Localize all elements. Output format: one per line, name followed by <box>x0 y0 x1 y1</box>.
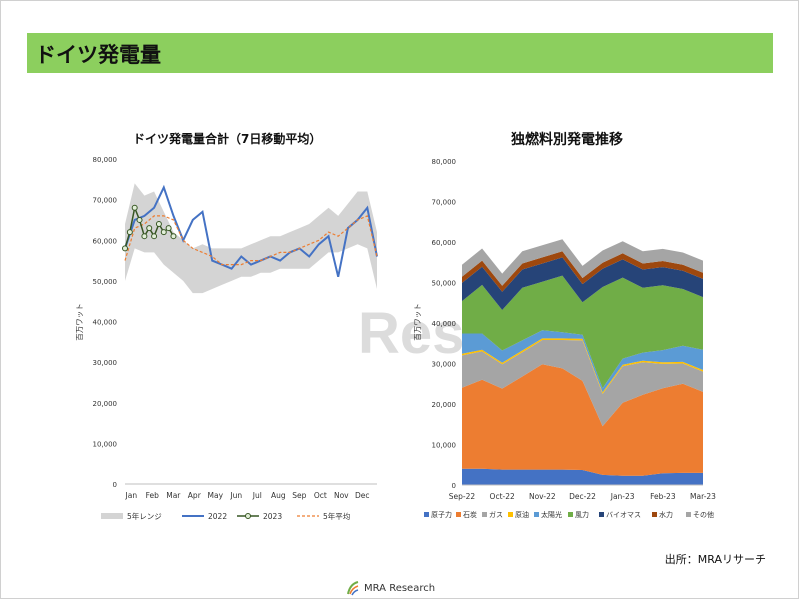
chart1-legend-marker <box>245 513 251 519</box>
chart1-ylabel: 百万ワット <box>75 303 84 341</box>
chart2-legend-label: その他 <box>693 510 714 519</box>
chart1-xtick-label: Apr <box>188 491 202 500</box>
title-bar: ドイツ発電量 <box>27 33 773 73</box>
logo: MRA Research <box>346 578 435 598</box>
chart2-legend-swatch <box>508 512 513 517</box>
chart2-ytick-label: 30,000 <box>432 361 457 369</box>
chart1-xtick-label: May <box>208 491 224 500</box>
chart2-legend-swatch <box>686 512 691 517</box>
chart2-legend-swatch <box>568 512 573 517</box>
chart2-ytick-label: 10,000 <box>432 442 457 450</box>
chart2-xtick-label: Feb-23 <box>650 492 676 501</box>
chart1-point-2023 <box>136 216 143 223</box>
chart1-xtick-label: Jun <box>229 491 242 500</box>
chart1-legend-label: 2022 <box>208 512 227 521</box>
chart1-xtick-label: Sep <box>292 491 306 500</box>
chart1-ytick-label: 80,000 <box>93 156 118 164</box>
chart1-title: ドイツ発電量合計（7日移動平均） <box>133 132 322 146</box>
chart2-ytick-label: 60,000 <box>432 239 457 247</box>
chart2-legend-swatch <box>599 512 604 517</box>
chart2-legend-label: 原子力 <box>431 510 452 519</box>
chart1-point-2023 <box>126 229 133 236</box>
chart1-xtick-label: Jul <box>252 491 262 500</box>
chart1-point-2023 <box>141 233 148 240</box>
chart1-xtick-label: Oct <box>314 491 327 500</box>
chart1-xtick-label: Nov <box>334 491 349 500</box>
chart1-point-2023 <box>146 225 153 232</box>
chart1-point-2023 <box>165 225 172 232</box>
chart1-xtick-label: Feb <box>146 491 160 500</box>
chart2-legend-swatch <box>482 512 487 517</box>
chart2-xtick-label: Nov-22 <box>529 492 556 501</box>
chart1-point-2023 <box>155 221 162 227</box>
chart1-series-avg5 <box>124 215 378 266</box>
chart1-range-band <box>125 183 377 294</box>
chart2-ytick-label: 20,000 <box>432 401 457 409</box>
chart2-xtick-label: Mar-23 <box>690 492 716 501</box>
chart2-legend-label: 石炭 <box>463 511 477 519</box>
chart2-area-原子力 <box>462 468 703 485</box>
chart1-xtick-label: Mar <box>166 491 181 500</box>
chart2-ytick-label: 40,000 <box>432 320 457 328</box>
chart2-ytick-label: 50,000 <box>432 280 457 288</box>
chart2-ytick-label: 80,000 <box>432 158 457 166</box>
source-note: 出所：MRAリサーチ <box>664 553 766 566</box>
chart2-legend-swatch <box>456 512 461 517</box>
chart1-series-2022 <box>124 184 378 278</box>
chart2-area-石炭 <box>462 364 703 476</box>
chart1-point-2023 <box>160 229 167 236</box>
chart2-legend-label: 太陽光 <box>541 510 562 519</box>
chart1-ytick-label: 40,000 <box>93 319 118 327</box>
chart2-xtick-label: Jan-23 <box>610 492 635 501</box>
chart1-point-2023 <box>122 245 128 252</box>
chart2-area-水力 <box>462 251 703 292</box>
chart2-legend-label: ガス <box>489 510 503 519</box>
chart2-legend-swatch <box>652 512 657 517</box>
chart2-legend-label: 水力 <box>659 510 673 519</box>
chart2-legend-label: バイオマス <box>606 511 641 519</box>
chart2-ytick-label: 0 <box>452 482 456 490</box>
chart1-xtick-label: Jan <box>125 491 138 500</box>
chart1-ytick-label: 50,000 <box>93 278 118 286</box>
chart2-legend-label: 原油 <box>515 510 529 519</box>
chart1-ytick-label: 60,000 <box>93 237 118 245</box>
chart1-xtick-label: Dec <box>355 491 370 500</box>
chart1-ytick-label: 0 <box>113 481 117 489</box>
chart1-ytick-label: 70,000 <box>93 197 118 205</box>
chart1-ytick-label: 20,000 <box>93 400 118 408</box>
chart1-point-2023 <box>131 204 138 211</box>
chart2-area-太陽光 <box>462 330 703 393</box>
chart2-xtick-label: Sep-22 <box>449 492 476 501</box>
chart2-legend-swatch <box>534 512 539 517</box>
chart1-legend-swatch <box>101 513 123 519</box>
chart2-area-バイオマス <box>462 257 703 310</box>
chart1-ytick-label: 10,000 <box>93 440 118 448</box>
chart1-xtick-label: Aug <box>271 491 286 500</box>
chart1-legend-label: 5年平均 <box>323 511 350 521</box>
chart2-legend-swatch <box>424 512 429 517</box>
chart1-point-2023 <box>170 233 177 240</box>
logo-icon <box>346 580 360 596</box>
chart2-area-その他 <box>462 239 703 286</box>
chart2-xtick-label: Oct-22 <box>490 492 515 501</box>
chart2-ytick-label: 70,000 <box>432 199 457 207</box>
chart2-title: 独燃料別発電推移 <box>511 132 623 148</box>
chart2-legend-label: 風力 <box>575 510 589 519</box>
chart2-area-風力 <box>462 275 703 389</box>
chart2-ylabel: 百万ワット <box>413 303 422 341</box>
chart1-legend-label: 2023 <box>263 512 282 521</box>
page-title: ドイツ発電量 <box>35 43 161 67</box>
chart1-point-2023 <box>151 233 158 240</box>
chart1-legend-label: 5年レンジ <box>127 511 162 521</box>
logo-text: MRA Research <box>364 582 436 594</box>
chart1-ytick-label: 30,000 <box>93 359 118 367</box>
chart2-area-ガス <box>462 340 703 427</box>
chart2-xtick-label: Dec-22 <box>569 492 596 501</box>
